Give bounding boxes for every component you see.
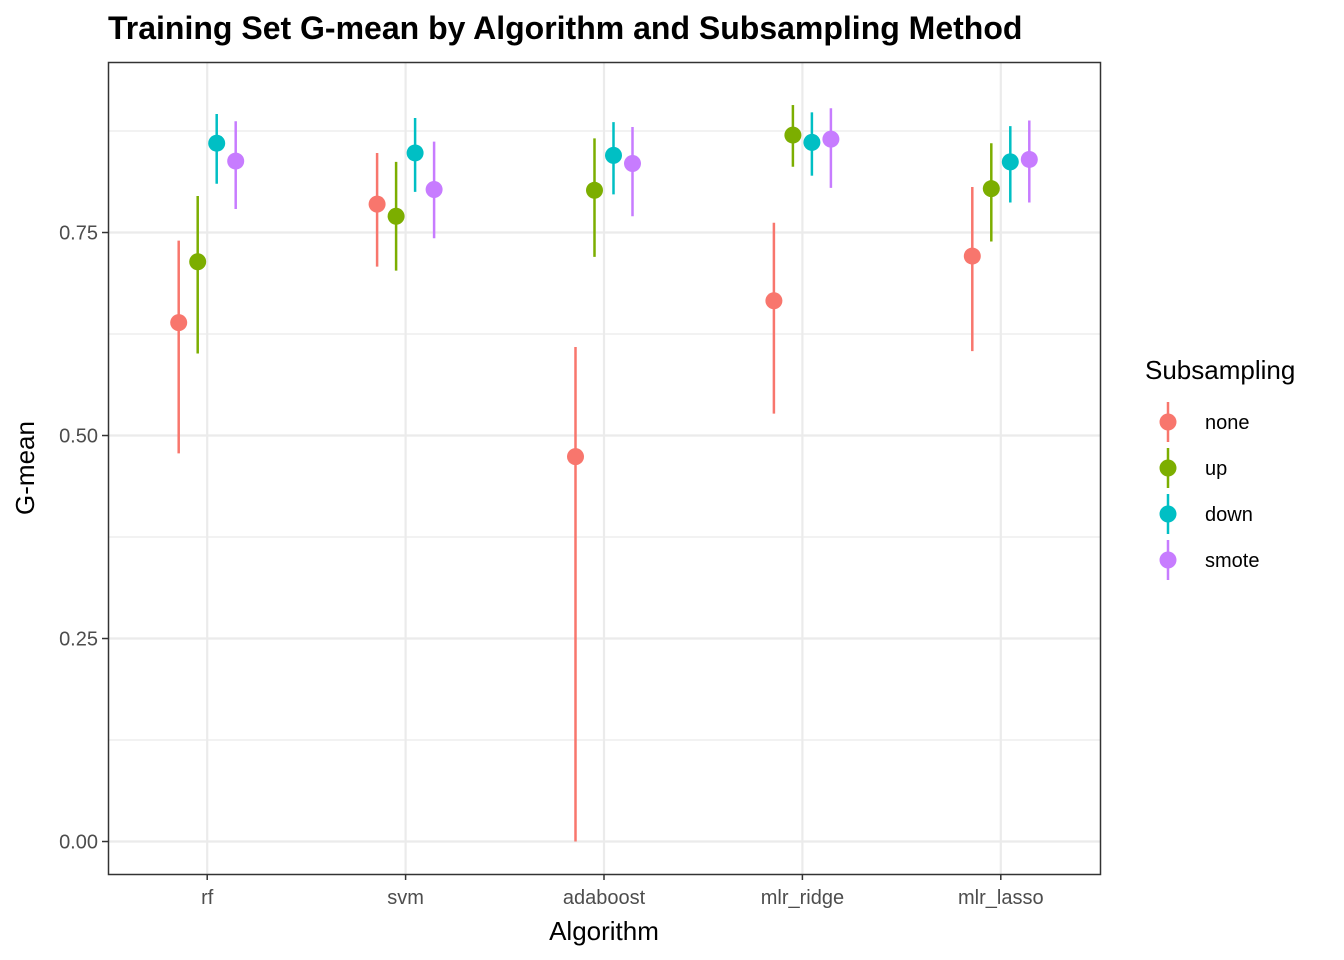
- point-none: [567, 448, 584, 466]
- legend-label-up: up: [1205, 458, 1227, 480]
- point-smote: [425, 180, 443, 198]
- legend-title: Subsampling: [1145, 355, 1295, 385]
- legend-label-smote: smote: [1205, 550, 1259, 572]
- point-smote: [624, 155, 641, 172]
- point-up: [189, 253, 207, 271]
- y-tick-label: 0.75: [59, 223, 98, 245]
- legend-key-point-smote: [1159, 551, 1177, 569]
- data-marks: [170, 105, 1038, 842]
- point-up: [982, 180, 1000, 198]
- legend-key-point-up: [1159, 459, 1177, 477]
- point-smote: [227, 152, 245, 170]
- y-tick-label: 0.00: [59, 832, 98, 854]
- legend: Subsampling none up down smote: [1145, 355, 1295, 580]
- point-none: [963, 247, 981, 265]
- point-none: [170, 314, 188, 332]
- x-tick-label: mlr_ridge: [761, 887, 844, 909]
- point-up: [784, 126, 802, 144]
- point-none: [765, 292, 783, 310]
- y-tick-label: 0.25: [59, 629, 98, 651]
- point-smote: [822, 130, 840, 148]
- x-tick-label: svm: [387, 887, 424, 909]
- y-axis: 0.00 0.25 0.50 0.75: [59, 223, 108, 854]
- chart-title: Training Set G-mean by Algorithm and Sub…: [108, 10, 1022, 46]
- legend-key-point-down: [1159, 505, 1177, 523]
- point-smote: [1020, 150, 1038, 168]
- x-tick-label: adaboost: [563, 887, 646, 909]
- x-axis: rf svm adaboost mlr_ridge mlr_lasso: [201, 874, 1044, 909]
- legend-key-point-none: [1159, 413, 1177, 431]
- point-down: [406, 144, 424, 162]
- y-tick-label: 0.50: [59, 426, 98, 448]
- x-tick-label: rf: [201, 887, 214, 909]
- legend-label-none: none: [1205, 412, 1250, 434]
- x-tick-label: mlr_lasso: [958, 887, 1044, 909]
- point-none: [368, 195, 386, 213]
- legend-label-down: down: [1205, 504, 1253, 526]
- grid: [108, 62, 1100, 874]
- point-down: [208, 134, 226, 152]
- point-up: [586, 181, 603, 199]
- point-up: [387, 207, 405, 225]
- x-axis-title: Algorithm: [549, 916, 659, 946]
- y-axis-title: G-mean: [10, 421, 40, 515]
- point-down: [803, 133, 821, 151]
- point-down: [1001, 153, 1019, 171]
- point-down: [605, 146, 622, 164]
